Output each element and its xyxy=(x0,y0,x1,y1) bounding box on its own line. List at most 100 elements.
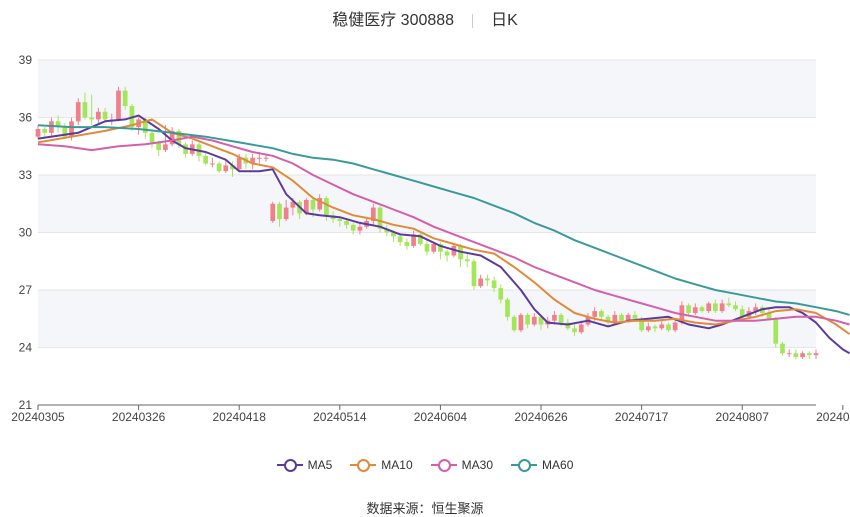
candle-body xyxy=(210,163,215,165)
candle-body xyxy=(404,242,410,246)
candle-body xyxy=(578,324,584,333)
candle-body xyxy=(290,201,296,208)
y-tick-label: 39 xyxy=(19,53,33,67)
candle-body xyxy=(310,199,316,210)
candle-body xyxy=(263,157,269,159)
candle-body xyxy=(277,203,282,220)
candle-body xyxy=(491,280,497,289)
candle-body xyxy=(780,343,785,354)
candle-body xyxy=(619,314,624,321)
candle-body xyxy=(793,353,799,358)
candle-body xyxy=(518,314,524,331)
candle-body xyxy=(250,157,255,164)
source-label: 数据来源： xyxy=(366,501,432,516)
candle-body xyxy=(122,90,128,106)
candle-body xyxy=(652,326,658,329)
legend-marker-ma10 xyxy=(350,458,377,472)
legend-label-ma5: MA5 xyxy=(307,458,333,472)
candle-body xyxy=(699,307,705,312)
candle-body xyxy=(391,232,396,237)
candle-body xyxy=(270,203,276,221)
candle-body xyxy=(89,117,95,120)
candle-body xyxy=(485,278,490,281)
candle-body xyxy=(357,226,363,231)
candle-body xyxy=(142,119,148,133)
background-band xyxy=(38,60,816,118)
y-tick-label: 24 xyxy=(19,341,33,355)
candle-body xyxy=(324,198,329,216)
candle-body xyxy=(424,244,430,252)
candle-body xyxy=(384,228,390,233)
candle-body xyxy=(69,121,74,137)
y-tick-label: 30 xyxy=(19,226,33,240)
candle-body xyxy=(216,163,222,172)
candle-body xyxy=(116,90,121,120)
candle-body xyxy=(806,353,812,356)
candle-body xyxy=(525,314,530,325)
candle-body xyxy=(625,314,631,321)
candle-body xyxy=(538,316,544,325)
candle-body xyxy=(464,259,470,262)
candle-body xyxy=(350,224,356,231)
x-tick-label: 20240418 xyxy=(213,410,267,424)
candle-body xyxy=(672,322,678,331)
candle-body xyxy=(592,311,598,317)
candle-body xyxy=(370,207,376,221)
legend-item-ma10[interactable]: MA10 xyxy=(350,458,413,472)
x-tick-label: 20240626 xyxy=(514,410,568,424)
candle-body xyxy=(444,251,450,256)
candle-body xyxy=(35,129,41,137)
legend-item-ma5[interactable]: MA5 xyxy=(276,458,333,472)
candle-body xyxy=(397,236,403,243)
title-stock: 稳健医疗 300888 xyxy=(332,12,455,29)
candle-body xyxy=(766,313,772,319)
candle-body xyxy=(236,157,242,170)
legend-marker-ma30 xyxy=(430,458,457,472)
candle-body xyxy=(230,165,235,170)
candle-body xyxy=(753,307,758,312)
candle-body xyxy=(505,299,510,317)
candle-body xyxy=(666,324,671,331)
x-tick-label: 20240604 xyxy=(414,410,468,424)
chart-title: 稳健医疗 300888 日K xyxy=(0,6,850,30)
candle-body xyxy=(102,111,108,120)
candle-body xyxy=(62,127,68,137)
background-band xyxy=(38,290,816,348)
y-tick-label: 27 xyxy=(19,283,33,297)
x-tick-label: 20240305 xyxy=(11,410,65,424)
candle-body xyxy=(786,353,792,355)
candle-body xyxy=(156,142,162,151)
candle-body xyxy=(773,318,779,344)
candle-body xyxy=(612,314,618,323)
candle-body xyxy=(337,219,343,221)
candle-body xyxy=(572,328,577,333)
legend-label-ma60: MA60 xyxy=(542,458,574,472)
candle-body xyxy=(75,102,81,122)
legend-item-ma60[interactable]: MA60 xyxy=(511,458,573,472)
legend: MA5 MA10 MA30 MA60 xyxy=(0,458,850,472)
source-name: 恒生聚源 xyxy=(431,501,484,516)
x-tick-label: 20240827 xyxy=(816,410,850,424)
candle-body xyxy=(417,234,423,244)
candle-body xyxy=(82,102,88,118)
candle-body xyxy=(431,244,437,252)
legend-label-ma10: MA10 xyxy=(381,458,413,472)
candle-body xyxy=(639,318,644,331)
candle-body xyxy=(511,316,517,331)
candle-body xyxy=(317,198,323,210)
y-tick-label: 36 xyxy=(19,111,33,125)
candle-body xyxy=(706,303,712,312)
candle-body xyxy=(49,121,54,133)
candle-body xyxy=(96,111,101,120)
candle-body xyxy=(813,353,819,356)
legend-item-ma30[interactable]: MA30 xyxy=(430,458,494,472)
legend-label-ma30: MA30 xyxy=(461,458,494,472)
candle-body xyxy=(719,303,725,312)
candle-body xyxy=(478,278,484,287)
candle-body xyxy=(498,288,504,300)
candle-body xyxy=(344,221,349,225)
candle-body xyxy=(411,234,416,246)
x-tick-label: 20240717 xyxy=(615,410,669,424)
candle-body xyxy=(605,316,611,323)
candle-body xyxy=(645,326,651,331)
